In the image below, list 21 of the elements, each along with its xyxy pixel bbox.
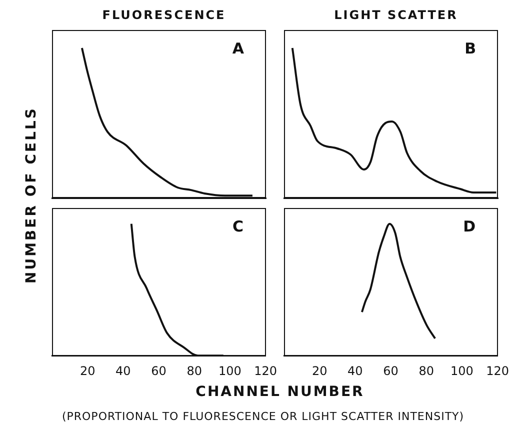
x-tick-label: 60 (151, 364, 166, 378)
x-tick-label: 120 (254, 364, 277, 378)
annotation: D (463, 217, 476, 236)
x-axis-title: CHANNEL NUMBER (196, 384, 364, 400)
chart-title: LIGHT SCATTER (333, 8, 459, 24)
annotation: C (232, 217, 244, 236)
annotation: A (232, 39, 244, 58)
x-tick-label: 120 (486, 364, 509, 378)
annotation: B (464, 39, 476, 58)
x-tick-label: 80 (418, 364, 434, 378)
text: (PROPORTIONAL TO FLUORESCENCE OR LIGHT SCATTER INTENSITY) (62, 410, 464, 423)
chart-title: FLUORESCENCE (101, 8, 227, 24)
x-tick-label: 40 (348, 364, 363, 378)
x-tick-label: 20 (80, 364, 96, 378)
y-axis-title: NUMBER OF CELLS (23, 106, 40, 284)
x-tick-label: 40 (116, 364, 131, 378)
x-tick-label: 80 (186, 364, 202, 378)
x-tick-label: 100 (218, 364, 242, 378)
x-tick-label: 100 (450, 364, 474, 378)
x-tick-label: 60 (383, 364, 398, 378)
x-tick-label: 20 (312, 364, 328, 378)
